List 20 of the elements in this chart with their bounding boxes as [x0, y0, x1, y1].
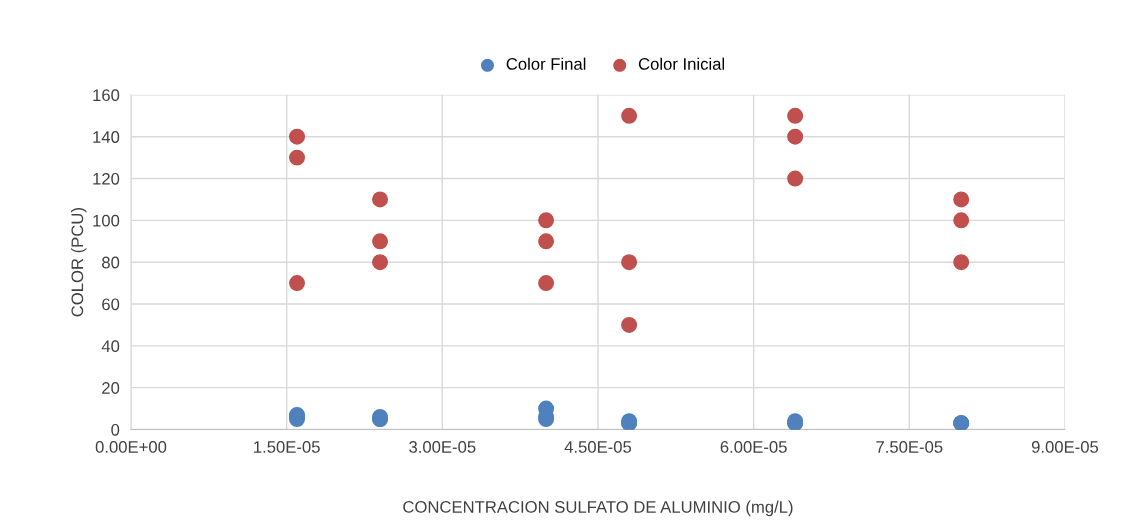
y-tick-label: 140 [93, 131, 120, 143]
x-tick-label: 4.50E-05 [564, 441, 632, 453]
legend-label: Color Inicial [638, 57, 725, 70]
legend-label: Color Final [506, 57, 586, 70]
y-tick-label: 20 [102, 382, 120, 394]
y-tick-label: 40 [101, 340, 120, 353]
x-tick-label: 6.00E-05 [720, 441, 787, 453]
y-tick-label: 60 [102, 298, 120, 311]
y-axis-title: COLOR (PCU) [70, 208, 87, 317]
x-tick-label: 1.50E-05 [254, 441, 320, 453]
x-axis-title: CONCENTRACION SULFATO DE ALUMINIO (mg/L) [403, 500, 793, 517]
y-tick-label: 160 [93, 89, 120, 102]
y-tick-label: 120 [93, 172, 120, 185]
x-tick-label: 9.00E-05 [1031, 441, 1099, 453]
x-tick-label: 3.00E-05 [409, 441, 476, 453]
x-tick-label: 0.00E+00 [95, 441, 167, 453]
y-tick-label: 100 [93, 214, 120, 227]
y-tick-label: 0 [111, 423, 120, 436]
y-tick-label: 80 [102, 256, 120, 269]
x-tick-label: 7.50E-05 [876, 441, 943, 453]
